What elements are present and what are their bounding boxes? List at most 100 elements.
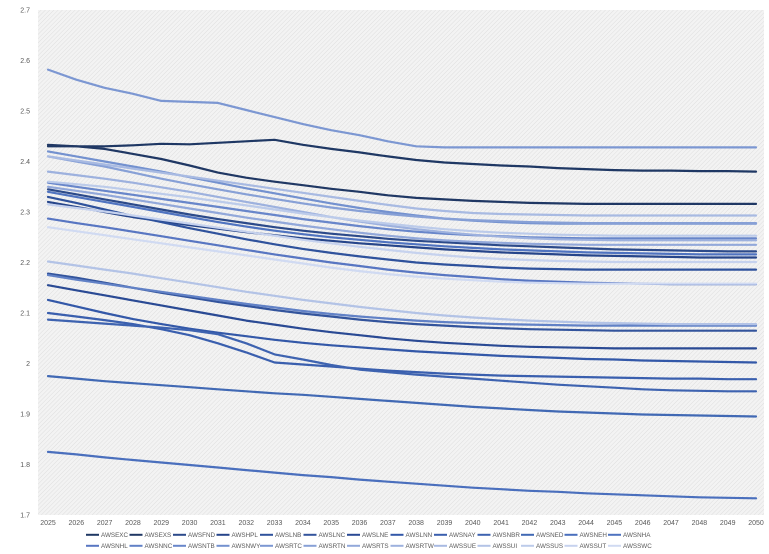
legend-item: AWSLNB bbox=[260, 532, 301, 539]
series-line-awsnha bbox=[46, 190, 758, 256]
y-tick-label: 2.4 bbox=[20, 159, 30, 166]
series-line-awssus bbox=[46, 180, 758, 237]
legend-item: AWSEXC bbox=[86, 532, 129, 539]
legend-item: AWSNTB bbox=[173, 543, 215, 550]
x-tick-label: 2033 bbox=[267, 520, 283, 527]
series-line-awssue bbox=[46, 155, 758, 217]
legend-item: AWSRTS bbox=[347, 543, 389, 550]
legend-item: AWSLNN bbox=[390, 532, 433, 539]
x-tick-label: 2042 bbox=[522, 520, 538, 527]
legend-item: AWSRTN bbox=[303, 543, 346, 550]
series-line-awslnb bbox=[46, 195, 758, 271]
x-axis-ticks: 2025 2026 2027 2028 2029 2030 2031 2032 2033 2034… bbox=[40, 520, 764, 527]
legend-item: AWSSUS bbox=[521, 543, 563, 550]
x-tick-label: 2044 bbox=[578, 520, 594, 527]
series-line-awsexs bbox=[46, 143, 758, 205]
x-tick-label: 2047 bbox=[663, 520, 679, 527]
legend-item: AWSNED bbox=[521, 532, 564, 539]
legend-item: AWSNHL bbox=[86, 543, 128, 550]
x-tick-label: 2028 bbox=[125, 520, 141, 527]
legend-item: AWSNBR bbox=[477, 532, 521, 539]
y-axis-ticks: 1.7 1.8 1.9 2 2.1 2.2 2.3 2.4 2.5 2.6 2.7 bbox=[20, 8, 30, 520]
legend-item: AWSRTW bbox=[390, 543, 434, 550]
x-tick-label: 2034 bbox=[295, 520, 311, 527]
x-tick-label: 2041 bbox=[493, 520, 509, 527]
x-tick-label: 2029 bbox=[153, 520, 169, 527]
series-line-awslne bbox=[46, 284, 758, 350]
x-tick-label: 2026 bbox=[69, 520, 85, 527]
legend-item: AWSNHA bbox=[608, 532, 651, 539]
legend-label: AWSNEH bbox=[580, 532, 608, 539]
x-tick-label: 2030 bbox=[182, 520, 198, 527]
legend-label: AWSSWC bbox=[623, 543, 652, 550]
legend-item: AWSLNE bbox=[347, 532, 388, 539]
y-tick-label: 2.5 bbox=[20, 109, 30, 116]
legend-label: AWSNAY bbox=[449, 532, 476, 539]
y-tick-label: 2.7 bbox=[20, 8, 30, 15]
x-tick-label: 2036 bbox=[352, 520, 368, 527]
legend-label: AWSNTB bbox=[188, 543, 215, 550]
legend-label: AWSRTS bbox=[362, 543, 389, 550]
x-tick-label: 2043 bbox=[550, 520, 566, 527]
x-tick-label: 2050 bbox=[748, 520, 764, 527]
y-tick-label: 1.8 bbox=[20, 462, 30, 469]
series-line-awshpl bbox=[46, 200, 758, 259]
legend-item: AWSNNC bbox=[129, 543, 173, 550]
x-tick-label: 2025 bbox=[40, 520, 56, 527]
legend-label: AWSNHL bbox=[101, 543, 128, 550]
series-line-awslnn bbox=[46, 298, 758, 364]
legend-item: AWSFND bbox=[173, 532, 216, 539]
series-line-awsnay bbox=[46, 311, 758, 381]
x-tick-label: 2027 bbox=[97, 520, 113, 527]
legend-label: AWSRTC bbox=[275, 543, 302, 550]
x-tick-label: 2045 bbox=[607, 520, 623, 527]
legend-label: AWSLNC bbox=[319, 532, 346, 539]
legend-item: AWSLNC bbox=[303, 532, 346, 539]
legend-item: AWSSWC bbox=[608, 543, 652, 550]
series-line-awsntb bbox=[46, 181, 758, 240]
legend-item: AWSHPL bbox=[216, 532, 259, 539]
legend-label: AWSSUI bbox=[493, 543, 518, 550]
y-tick-label: 2.2 bbox=[20, 260, 30, 267]
series-line-awsrtc bbox=[46, 68, 758, 149]
legend-label: AWSEXC bbox=[101, 532, 129, 539]
x-tick-label: 2049 bbox=[720, 520, 736, 527]
y-tick-label: 1.7 bbox=[20, 513, 30, 520]
legend-item: AWSNAY bbox=[434, 532, 476, 539]
series-line-awssui bbox=[46, 260, 758, 326]
y-tick-label: 2 bbox=[26, 361, 30, 368]
legend-label: AWSHPL bbox=[232, 532, 259, 539]
legend-item: AWSSUT bbox=[564, 543, 606, 550]
series-line-awsfnd bbox=[46, 188, 758, 253]
legend-label: AWSEXS bbox=[145, 532, 172, 539]
legend-label: AWSRTN bbox=[319, 543, 346, 550]
legend-label: AWSLNN bbox=[406, 532, 433, 539]
legend-item: AWSRTC bbox=[260, 543, 302, 550]
x-tick-label: 2040 bbox=[465, 520, 481, 527]
series-line-awsswc bbox=[46, 226, 758, 285]
x-tick-label: 2039 bbox=[437, 520, 453, 527]
x-tick-label: 2035 bbox=[323, 520, 339, 527]
x-tick-label: 2046 bbox=[635, 520, 651, 527]
legend-label: AWSSUS bbox=[536, 543, 563, 550]
series-line-awsrtw bbox=[46, 170, 758, 242]
series-line-awsrtn bbox=[46, 155, 758, 225]
x-tick-label: 2037 bbox=[380, 520, 396, 527]
legend-label: AWSRTW bbox=[406, 543, 434, 550]
legend-label: AWSSUE bbox=[449, 543, 476, 550]
x-tick-label: 2032 bbox=[238, 520, 254, 527]
legend-label: AWSNBR bbox=[493, 532, 521, 539]
series-lines bbox=[46, 68, 758, 500]
legend-label: AWSNWY bbox=[232, 543, 262, 550]
y-tick-label: 1.9 bbox=[20, 412, 30, 419]
series-line-awsnnc bbox=[46, 274, 758, 327]
legend-label: AWSNHA bbox=[623, 532, 651, 539]
x-tick-label: 2031 bbox=[210, 520, 226, 527]
legend-item: AWSSUE bbox=[434, 543, 476, 550]
y-tick-label: 2.3 bbox=[20, 210, 30, 217]
legend: AWSEXC AWSEXS AWSFND AWSHPL AWSLNB AWSLNC AWSL… bbox=[86, 532, 652, 550]
series-line-awsneh bbox=[46, 450, 758, 500]
series-line-awsrts bbox=[46, 185, 758, 246]
legend-item: AWSNEH bbox=[564, 532, 608, 539]
